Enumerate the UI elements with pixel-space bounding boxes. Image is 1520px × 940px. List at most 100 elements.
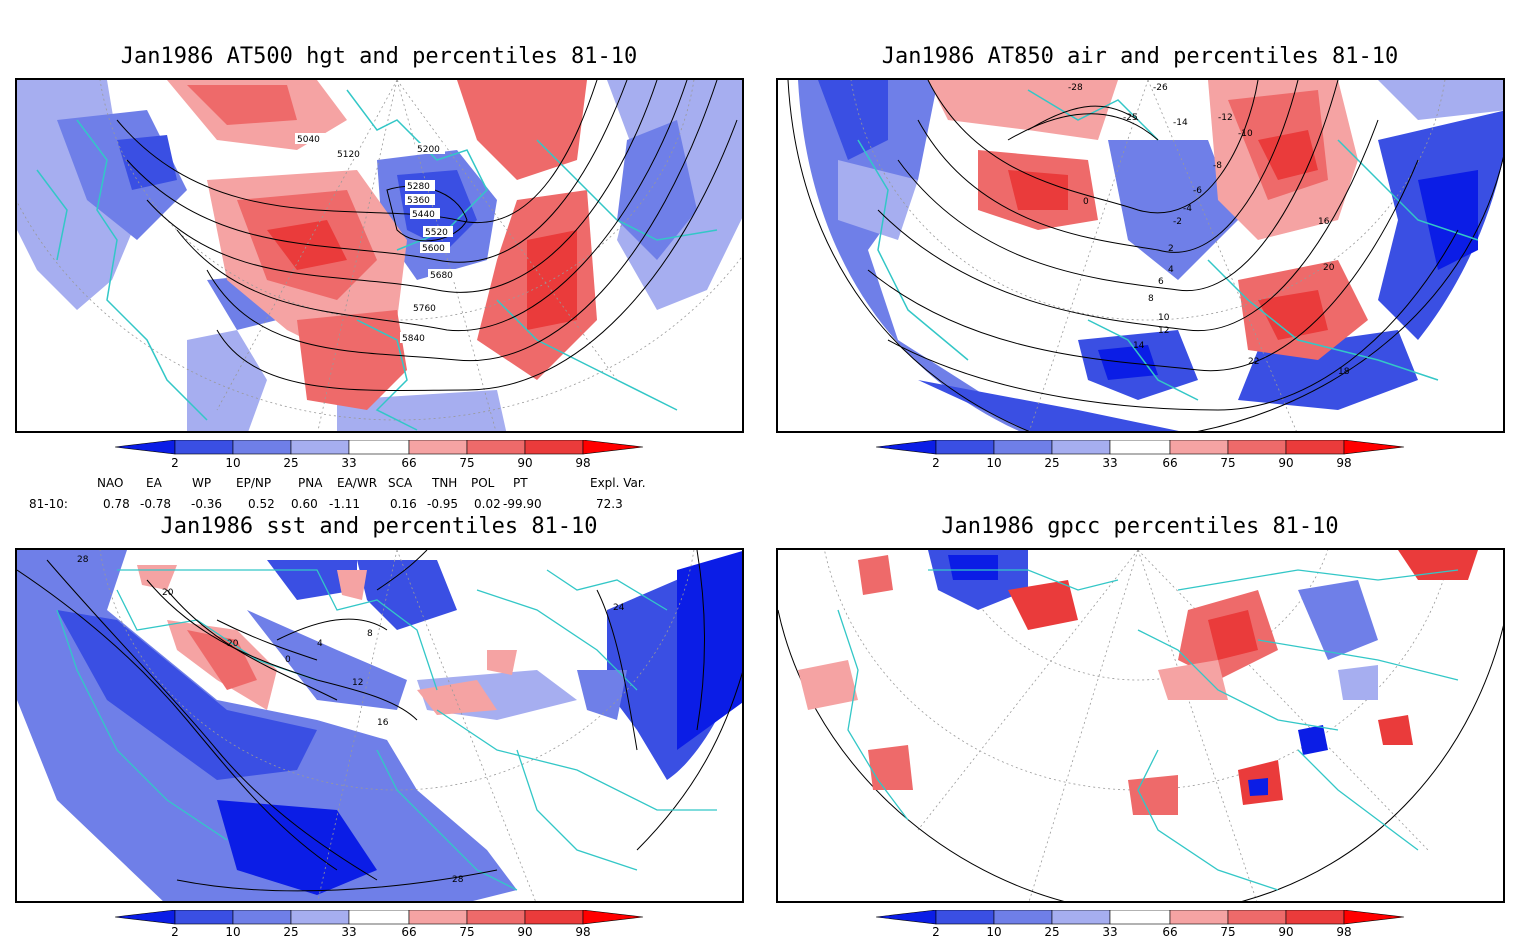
anomaly-blue-region: [217, 800, 377, 895]
contour-label: 28: [452, 875, 464, 885]
anomaly-red-region: [928, 80, 1118, 140]
colorbar-1: [115, 440, 644, 455]
contour-label: 5840: [402, 334, 425, 344]
contour-label: 5520: [425, 228, 448, 238]
anomaly-blue-region: [1298, 580, 1378, 660]
index-header-tnh: TNH: [432, 476, 458, 490]
panel-title-air850: Jan1986 AT850 air and percentiles 81-10: [881, 44, 1399, 69]
contour-label: 28: [77, 555, 89, 565]
colorbar-label: 33: [341, 925, 357, 939]
anomaly-red-region: [337, 570, 367, 600]
contour-label: 12: [352, 678, 363, 688]
contour-label: 5360: [407, 196, 430, 206]
colorbar-3: [115, 910, 644, 925]
index-value-epnp: 0.52: [248, 497, 275, 511]
contour-label: 4: [1168, 265, 1174, 275]
index-header-ea: EA: [146, 476, 162, 490]
colorbar-label: 10: [225, 925, 241, 939]
colorbar-label: 98: [575, 925, 591, 939]
panel-title-sst: Jan1986 sst and percentiles 81-10: [160, 514, 598, 539]
colorbar-label: 66: [401, 925, 417, 939]
colorbar-label: 33: [1102, 456, 1118, 470]
contour-label: 20: [162, 588, 174, 598]
index-row-label: 81-10:: [29, 497, 68, 511]
anomaly-blue-region: [337, 390, 507, 431]
map-panel-sst: 28 20 0 4 8 12 16 20 24 28: [15, 548, 744, 903]
colorbar-label: 25: [1044, 925, 1060, 939]
anomaly-blue-region: [117, 135, 177, 190]
contour-label: 5760: [413, 304, 436, 314]
index-value-sca: 0.16: [390, 497, 417, 511]
colorbar-label: 33: [1102, 925, 1118, 939]
anomaly-red-region: [267, 220, 347, 270]
anomaly-red-region: [487, 650, 517, 675]
colorbar-label: 98: [575, 456, 591, 470]
map-air850: -28 -26 -25 -14 -12 -10 -8 -6 -4 -2 0 2 …: [787, 80, 1503, 431]
map-panel-air850: -28 -26 -25 -14 -12 -10 -8 -6 -4 -2 0 2 …: [776, 78, 1505, 433]
anomaly-red-region: [1378, 715, 1413, 745]
anomaly-red-region: [858, 555, 893, 595]
contour-label: 18: [1338, 367, 1350, 377]
anomaly-blue-region: [577, 670, 627, 720]
anomaly-blue-region: [1298, 725, 1328, 755]
anomaly-blue-region: [918, 380, 1179, 431]
contour-label: 14: [1133, 341, 1145, 351]
contour-label: 20: [1323, 263, 1335, 273]
anomaly-blue-region: [187, 330, 267, 431]
index-value-wp: -0.36: [191, 497, 223, 511]
index-header-pt: PT: [513, 476, 528, 490]
anomaly-blue-region: [677, 551, 742, 750]
map-gpcc: [778, 550, 1503, 901]
colorbar-label: 98: [1336, 925, 1352, 939]
anomaly-blue-region: [617, 120, 697, 260]
anomaly-red-region: [1008, 170, 1068, 210]
contour-label: -26: [1153, 83, 1168, 93]
anomaly-red-region: [187, 630, 257, 690]
index-value-nao: 0.78: [103, 497, 130, 511]
anomaly-blue-region: [838, 160, 918, 240]
anomaly-blue-region: [1108, 140, 1238, 280]
anomaly-blue-region: [948, 555, 998, 580]
contour-label: -6: [1193, 186, 1202, 196]
anomaly-blue-region: [798, 80, 1151, 431]
map-hgt500: 5040 5120 5200 5280 5360 5440 5520 5600 …: [17, 80, 742, 431]
index-header-nao: NAO: [97, 476, 124, 490]
anomaly-red-region: [457, 80, 587, 180]
contour-label: -28: [1068, 83, 1083, 93]
contour-label: 5200: [417, 145, 440, 155]
contour-label: -2: [1173, 217, 1182, 227]
contour-label: 2: [1168, 244, 1174, 254]
anomaly-red-region: [1398, 550, 1478, 580]
anomaly-blue-region: [1338, 665, 1378, 700]
colorbar-label: 66: [401, 456, 417, 470]
contour-label: 24: [613, 603, 625, 613]
anomaly-red-region: [1258, 130, 1318, 180]
index-header-pna: PNA: [298, 476, 323, 490]
contour-label: 5040: [297, 135, 320, 145]
anomaly-red-region: [297, 310, 407, 410]
colorbar-label: 75: [459, 925, 475, 939]
anomaly-blue-region: [357, 560, 457, 630]
index-value-eawr: -1.11: [329, 497, 361, 511]
contour-label: 12: [1158, 326, 1169, 336]
index-value-pt: -99.90: [503, 497, 542, 511]
colorbar-label: 2: [171, 456, 179, 470]
index-header-pol: POL: [471, 476, 495, 490]
colorbar-label: 90: [1278, 456, 1294, 470]
anomaly-red-region: [1128, 775, 1178, 815]
colorbar-4: [876, 910, 1405, 925]
anomaly-blue-region: [1378, 80, 1503, 120]
index-header-epnp: EP/NP: [236, 476, 272, 490]
index-value-expl-var: 72.3: [596, 497, 623, 511]
anomaly-blue-region: [818, 80, 888, 160]
colorbar-label: 2: [932, 925, 940, 939]
colorbar-label: 10: [986, 925, 1002, 939]
index-value-pna: 0.60: [291, 497, 318, 511]
index-header-expl-var: Expl. Var.: [590, 476, 646, 490]
contour-label: 10: [1158, 313, 1170, 323]
map-panel-hgt500: 5040 5120 5200 5280 5360 5440 5520 5600 …: [15, 78, 744, 433]
colorbar-label: 98: [1336, 456, 1352, 470]
colorbar-label: 2: [171, 925, 179, 939]
contour-label: -4: [1183, 204, 1192, 214]
contour-label: -14: [1173, 118, 1188, 128]
